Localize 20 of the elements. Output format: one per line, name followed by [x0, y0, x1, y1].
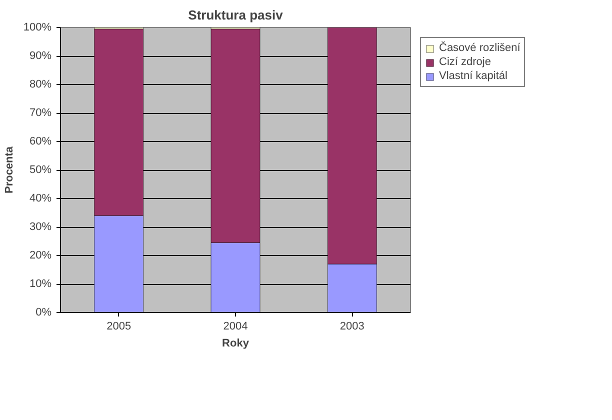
y-tick-label: 0%	[36, 306, 52, 318]
legend-label: Cizí zdroje	[439, 56, 491, 68]
y-tick-label: 90%	[29, 50, 52, 62]
x-tick-label: 2004	[223, 320, 248, 332]
x-axis-title: Roky	[222, 338, 250, 350]
y-tick-label: 70%	[29, 107, 52, 119]
y-tick-label: 10%	[29, 278, 52, 290]
y-tick-label: 80%	[29, 78, 52, 90]
y-tick-label: 20%	[29, 250, 52, 262]
chart-title: Struktura pasiv	[188, 8, 284, 22]
y-tick-label: 40%	[29, 192, 52, 204]
y-tick-label: 60%	[29, 136, 52, 148]
y-axis-title: Procenta	[3, 146, 16, 194]
x-tick-label: 2005	[106, 320, 132, 332]
y-tick-label: 50%	[29, 164, 52, 176]
legend-label: Vlastní kapitál	[439, 70, 508, 82]
y-tick-label: 30%	[29, 221, 52, 233]
legend-label: Časové rozlišení	[439, 42, 520, 54]
y-tick-label: 100%	[23, 22, 52, 34]
x-tick-label: 2003	[340, 320, 364, 332]
